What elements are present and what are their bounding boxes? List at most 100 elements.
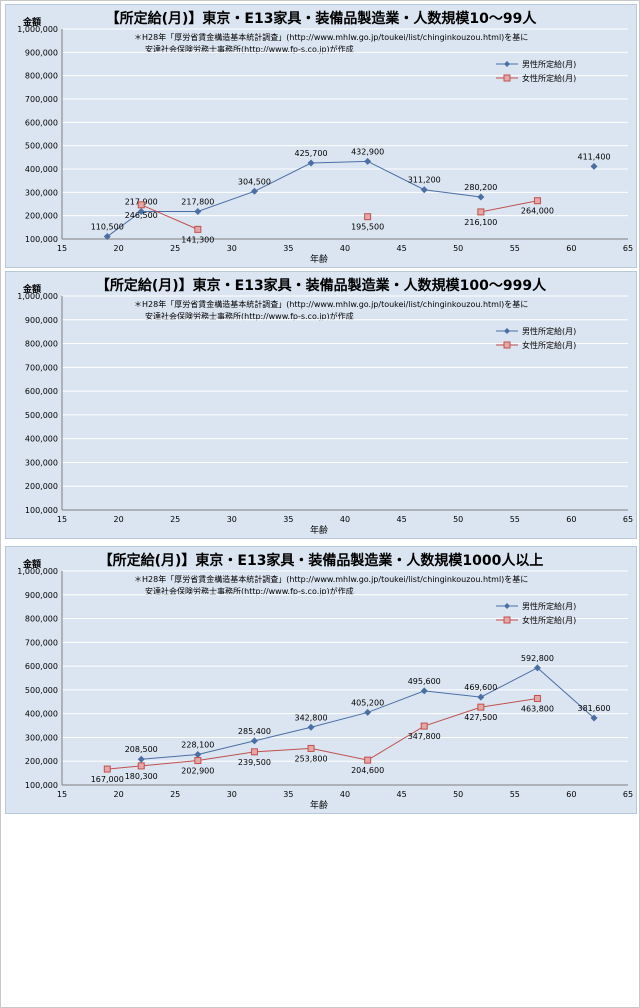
x-tick-label: 50 [453,790,463,799]
data-label: 280,200 [464,183,497,192]
x-tick-label: 55 [510,244,520,253]
series-line [141,204,199,230]
x-tick-label: 45 [397,244,407,253]
y-tick-label: 500,000 [25,411,58,420]
data-label: 285,400 [238,727,271,736]
chart-title: 【所定給(月)】東京・E13家具・装備品製造業・人数規模10～99人 [105,11,537,27]
data-label: 427,500 [464,713,497,722]
legend: 男性所定給(月) 女性所定給(月) [496,57,576,85]
y-tick-label: 300,000 [25,733,58,742]
legend-male: 男性所定給(月) [496,599,576,613]
data-point-female [477,208,485,216]
x-tick-label: 40 [340,790,350,799]
chart-title: 【所定給(月)】東京・E13家具・装備品製造業・人数規模100～999人 [95,278,547,294]
y-tick-label: 600,000 [25,387,58,396]
data-label: 342,800 [294,713,327,722]
plot-svg: 100,000 200,000 300,000 400,000 500,000 600,0… [17,25,633,253]
x-tick-label: 15 [57,244,67,253]
data-point-male [250,737,258,745]
y-tick-label: 400,000 [25,435,58,444]
legend-male-marker [496,603,518,609]
x-axis-label: 年齢 [310,526,329,536]
legend-female: 女性所定給(月) [496,338,576,352]
legend-male-label: 男性所定給(月) [522,601,577,611]
x-tick-label: 60 [566,244,576,253]
chart-panel-100-999: 【所定給(月)】東京・E13家具・装備品製造業・人数規模100～999人 金額 … [5,271,637,539]
data-point-female [533,197,541,205]
x-tick-label: 30 [227,515,237,524]
series-line [480,200,538,213]
data-point-male [364,708,372,716]
x-tick-label: 25 [170,515,180,524]
data-label: 311,200 [408,176,441,185]
y-tick-label: 300,000 [25,188,58,197]
data-point-female [103,765,111,773]
data-label: 167,000 [91,775,124,784]
source-note-line2: 安達社会保険労務士事務所(http://www.fp-s.co.jp)が作成 [145,312,354,321]
data-label: 463,800 [521,704,554,713]
chart-title: 【所定給(月)】東京・E13家具・装備品製造業・人数規模1000人以上 [98,553,544,569]
data-label: 141,300 [181,235,214,244]
source-note-line1: ＊H28年「厚労省賃金構造基本統計調査」(http://www.mhlw.go.… [134,575,529,584]
legend-male: 男性所定給(月) [496,57,576,71]
y-tick-label: 200,000 [25,757,58,766]
data-label: 425,700 [294,149,327,158]
legend-female: 女性所定給(月) [496,71,576,85]
data-label: 347,800 [408,732,441,741]
legend-male-marker [496,328,518,334]
data-point-male [420,186,428,194]
x-tick-label: 40 [340,244,350,253]
data-label: 405,200 [351,698,384,707]
legend-male-label: 男性所定給(月) [522,59,577,69]
y-tick-label: 200,000 [25,212,58,221]
data-point-male [590,714,598,722]
x-tick-label: 35 [283,790,293,799]
x-tick-label: 65 [623,515,633,524]
x-tick-label: 20 [114,515,124,524]
y-tick-label: 800,000 [25,340,58,349]
y-tick-label: 500,000 [25,142,58,151]
data-point-male [103,233,111,241]
legend-female-marker [496,74,518,82]
x-tick-label: 25 [170,790,180,799]
y-tick-label: 100,000 [25,781,58,790]
chart-panel-1000-plus: 【所定給(月)】東京・E13家具・装備品製造業・人数規模1000人以上 金額 ＊… [5,546,637,814]
data-point-female [307,744,315,752]
x-tick-label: 50 [453,515,463,524]
data-label: 110,500 [91,223,124,232]
y-tick-label: 1,000,000 [17,25,58,34]
data-point-male [477,693,485,701]
data-label: 208,500 [125,745,158,754]
data-label: 202,900 [181,767,214,776]
data-label: 304,500 [238,177,271,186]
y-tick-label: 700,000 [25,363,58,372]
data-label: 495,600 [408,677,441,686]
y-tick-label: 800,000 [25,72,58,81]
data-point-male [194,751,202,759]
legend: 男性所定給(月) 女性所定給(月) [496,599,576,627]
y-axis-unit: 金額 [23,560,42,570]
y-tick-label: 900,000 [25,316,58,325]
source-note-line2: 安達社会保険労務士事務所(http://www.fp-s.co.jp)が作成 [145,587,354,596]
data-point-male [307,159,315,167]
x-axis-label: 年齢 [310,255,329,265]
x-tick-label: 20 [114,244,124,253]
data-label: 469,600 [464,683,497,692]
data-point-male [364,157,372,165]
data-point-male [250,187,258,195]
x-tick-label: 20 [114,790,124,799]
legend-female-label: 女性所定給(月) [522,73,577,83]
data-label: 180,300 [125,772,158,781]
y-tick-label: 200,000 [25,482,58,491]
y-tick-label: 900,000 [25,591,58,600]
data-point-female [194,757,202,765]
legend-male: 男性所定給(月) [496,324,576,338]
x-tick-label: 50 [453,244,463,253]
plot-svg: 100,000 200,000 300,000 400,000 500,000 600,0… [17,567,633,799]
y-axis-unit: 金額 [23,18,42,28]
y-tick-label: 1,000,000 [17,567,58,576]
data-point-female [420,722,428,730]
data-label: 381,600 [577,704,610,713]
data-point-female [137,762,145,770]
data-point-male [194,208,202,216]
